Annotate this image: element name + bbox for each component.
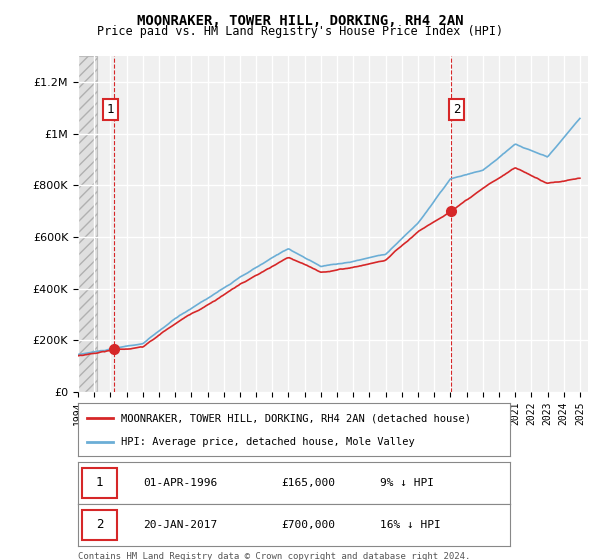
Text: 1: 1 <box>106 103 114 116</box>
Bar <box>78 56 97 392</box>
Text: Price paid vs. HM Land Registry's House Price Index (HPI): Price paid vs. HM Land Registry's House … <box>97 25 503 38</box>
Bar <box>78 56 97 392</box>
Text: 2: 2 <box>453 103 460 116</box>
FancyBboxPatch shape <box>82 510 117 540</box>
Text: 1: 1 <box>96 477 103 489</box>
Text: MOONRAKER, TOWER HILL, DORKING, RH4 2AN: MOONRAKER, TOWER HILL, DORKING, RH4 2AN <box>137 14 463 28</box>
Text: Contains HM Land Registry data © Crown copyright and database right 2024.
This d: Contains HM Land Registry data © Crown c… <box>78 552 470 560</box>
Text: HPI: Average price, detached house, Mole Valley: HPI: Average price, detached house, Mole… <box>121 436 415 446</box>
Text: £165,000: £165,000 <box>281 478 335 488</box>
FancyBboxPatch shape <box>82 468 117 498</box>
Text: 01-APR-1996: 01-APR-1996 <box>143 478 217 488</box>
Text: 16% ↓ HPI: 16% ↓ HPI <box>380 520 441 530</box>
Text: £700,000: £700,000 <box>281 520 335 530</box>
Text: MOONRAKER, TOWER HILL, DORKING, RH4 2AN (detached house): MOONRAKER, TOWER HILL, DORKING, RH4 2AN … <box>121 413 471 423</box>
Text: 2: 2 <box>96 519 103 531</box>
Text: 9% ↓ HPI: 9% ↓ HPI <box>380 478 434 488</box>
Text: 20-JAN-2017: 20-JAN-2017 <box>143 520 217 530</box>
